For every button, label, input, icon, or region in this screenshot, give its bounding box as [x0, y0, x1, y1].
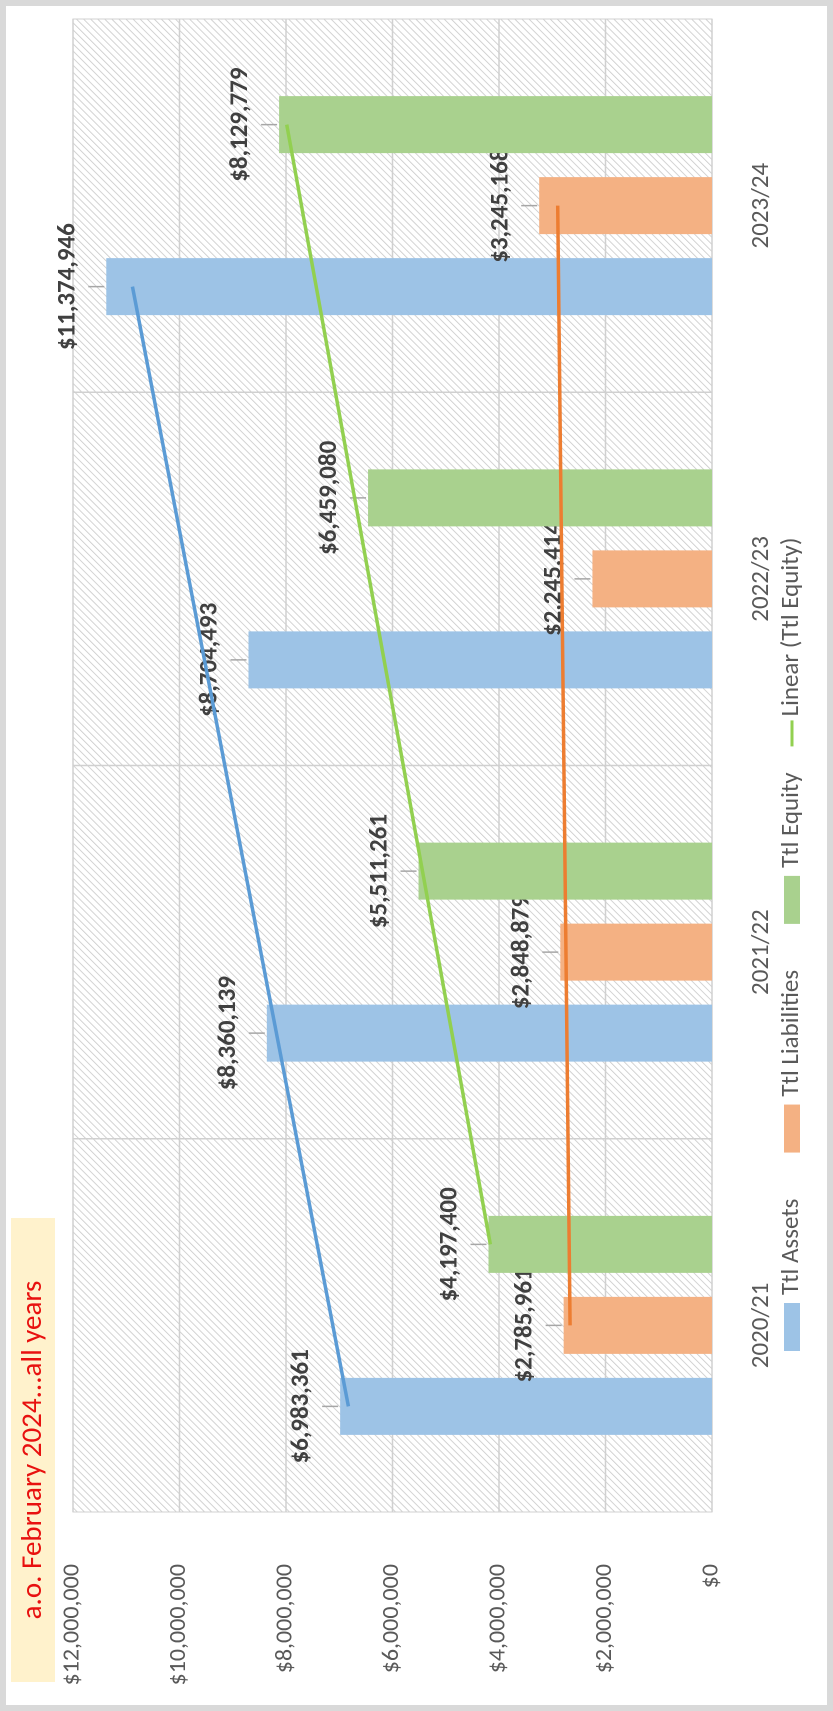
bar — [106, 258, 713, 316]
x-tick-label: 2021/22 — [744, 909, 775, 995]
y-tick-label: $10,000,000 — [163, 1564, 192, 1685]
legend-label: Ttl Assets — [774, 1199, 805, 1295]
data-label: $11,374,946 — [50, 223, 81, 350]
x-tick-label: 2023/24 — [744, 162, 775, 248]
data-label: $5,511,261 — [363, 814, 394, 928]
trendline — [130, 286, 351, 1407]
legend-swatch — [784, 1303, 800, 1351]
x-tick-label: 2020/21 — [744, 1283, 775, 1369]
legend-swatch — [784, 875, 800, 924]
data-label: $6,983,361 — [284, 1349, 315, 1463]
data-label: $2,785,961 — [508, 1268, 539, 1382]
data-label: $2,848,879 — [504, 895, 535, 1010]
bar — [266, 1004, 712, 1062]
bar — [563, 1296, 712, 1354]
data-label: $4,197,400 — [433, 1187, 464, 1302]
bar — [488, 1215, 713, 1273]
trendline — [555, 205, 572, 1326]
legend-label: Linear (Ttl Equity) — [774, 538, 805, 717]
y-tick-label: $8,000,000 — [270, 1564, 299, 1673]
bar — [368, 469, 712, 527]
trendline — [285, 124, 493, 1245]
bar — [340, 1377, 712, 1435]
bar — [560, 923, 712, 981]
title-background — [11, 1218, 55, 1682]
legend-label: Ttl Liabilities — [774, 970, 805, 1097]
legend-swatch — [784, 1104, 800, 1153]
chart-title: a.o. February 2024...all years — [13, 1281, 49, 1620]
legend-label: Ttl Equity — [774, 772, 805, 868]
data-label: $8,129,779 — [223, 67, 254, 182]
y-tick-label: $6,000,000 — [376, 1564, 405, 1673]
x-tick-label: 2022/23 — [744, 536, 775, 622]
bar — [248, 631, 712, 689]
y-tick-label: $0 — [696, 1564, 725, 1588]
data-label: $3,245,168 — [483, 148, 514, 262]
y-tick-label: $4,000,000 — [483, 1564, 512, 1673]
y-tick-label: $2,000,000 — [589, 1564, 618, 1673]
bar — [279, 96, 712, 154]
y-tick-label: $12,000,000 — [57, 1564, 86, 1685]
chart-body: a.o. February 2024...all years $0 $2,000,… — [11, 18, 805, 1685]
data-label: $8,360,139 — [211, 976, 242, 1091]
data-label: $6,459,080 — [312, 440, 343, 555]
bar — [539, 177, 713, 235]
bar — [592, 550, 712, 608]
